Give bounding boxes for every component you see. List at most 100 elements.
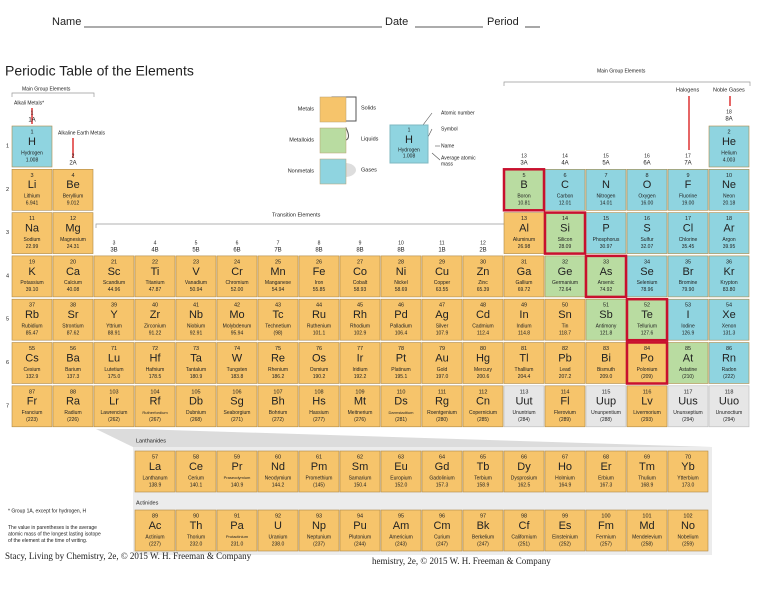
element-name: Helium: [721, 150, 737, 156]
symbol: Ac: [149, 520, 162, 532]
atomic-mass: 102.9: [354, 331, 367, 337]
atomic-number: 113: [520, 389, 529, 395]
label: 1: [408, 127, 411, 133]
element-box: [421, 298, 463, 341]
atomic-number: 77: [357, 346, 363, 352]
atomic-mass: 19.00: [682, 201, 695, 207]
cells: 1HHydrogen1.0082HeHelium4.0033LiLithium6…: [11, 125, 750, 552]
element-name: Nobelium: [677, 534, 698, 540]
element-name: Hassium: [309, 410, 328, 416]
atomic-mass: 207.2: [559, 374, 572, 380]
atomic-number: 109: [355, 389, 364, 395]
name-label: Name: [52, 16, 81, 28]
element-name: Flerovium: [554, 410, 576, 416]
atomic-number: 100: [601, 513, 610, 519]
atomic-mass: 112.4: [477, 331, 489, 337]
element-box: [626, 450, 668, 493]
element-box: [257, 342, 299, 384]
symbol: Es: [559, 520, 572, 532]
atomic-number: 97: [480, 513, 486, 519]
symbol: I: [686, 309, 689, 321]
element-box: [544, 450, 586, 493]
element-name: Zinc: [478, 280, 488, 286]
atomic-number: 33: [603, 259, 609, 265]
atomic-mass: (243): [395, 541, 407, 547]
symbol: Be: [66, 179, 79, 191]
atomic-number: 54: [726, 303, 732, 309]
atomic-number: 57: [152, 454, 158, 460]
label: of the element at the time of writing.: [8, 538, 87, 544]
atomic-mass: 87.62: [67, 331, 80, 337]
atomic-mass: 47.87: [149, 287, 162, 293]
atomic-number: 110: [397, 389, 406, 395]
atomic-mass: 20.18: [723, 201, 736, 207]
symbol: Pa: [230, 520, 244, 532]
symbol: Gd: [435, 461, 450, 473]
label: 9: [359, 240, 362, 246]
title: Periodic Table of the Elements: [5, 63, 194, 79]
element-name: Astatine: [679, 367, 697, 373]
element-name: Dysprosium: [511, 475, 537, 481]
atomic-number: 18: [726, 216, 732, 222]
element-name: Rubidium: [21, 324, 42, 330]
atomic-number: 73: [193, 346, 199, 352]
atomic-number: 21: [111, 259, 117, 265]
atomic-number: 76: [316, 346, 322, 352]
element-box: [544, 255, 586, 298]
element-box: [626, 169, 668, 211]
symbol: Nd: [271, 461, 285, 473]
atomic-mass: 78.96: [641, 287, 654, 293]
element-box: [667, 255, 709, 298]
atomic-number: 95: [398, 513, 404, 519]
element-name: Yttrium: [106, 324, 122, 330]
element-name: Tin: [562, 324, 569, 330]
symbol: Mo: [229, 309, 244, 321]
atomic-mass: 121.8: [600, 331, 613, 337]
element-name: Thulium: [638, 475, 656, 481]
atomic-number: 44: [316, 303, 322, 309]
atomic-number: 60: [275, 454, 281, 460]
atomic-mass: 132.9: [26, 374, 39, 380]
element-name: Sulfur: [640, 237, 653, 243]
atomic-number: 118: [725, 389, 734, 395]
atomic-number: 41: [193, 303, 199, 309]
atomic-number: 71: [111, 346, 117, 352]
atomic-mass: 54.94: [272, 287, 285, 293]
element-box: [134, 298, 176, 341]
atomic-number: 80: [480, 346, 486, 352]
symbol: Ne: [722, 179, 736, 191]
atomic-number: 75: [275, 346, 281, 352]
symbol: Cn: [476, 396, 490, 408]
atomic-mass: 168.9: [641, 482, 654, 488]
atomic-number: 49: [521, 303, 527, 309]
atomic-mass: (293): [641, 417, 653, 423]
symbol: Y: [110, 309, 118, 321]
symbol: Ag: [435, 309, 448, 321]
element-name: Darmstadtium: [389, 410, 415, 415]
element-box: [585, 450, 627, 493]
label: Name: [441, 143, 455, 149]
label: 5: [6, 317, 9, 323]
label: Actinides: [136, 500, 159, 506]
atomic-number: 72: [152, 346, 158, 352]
element-box: [626, 342, 668, 384]
atomic-mass: 92.91: [190, 331, 203, 337]
symbol: Ar: [724, 223, 735, 235]
atomic-number: 7: [604, 173, 607, 179]
